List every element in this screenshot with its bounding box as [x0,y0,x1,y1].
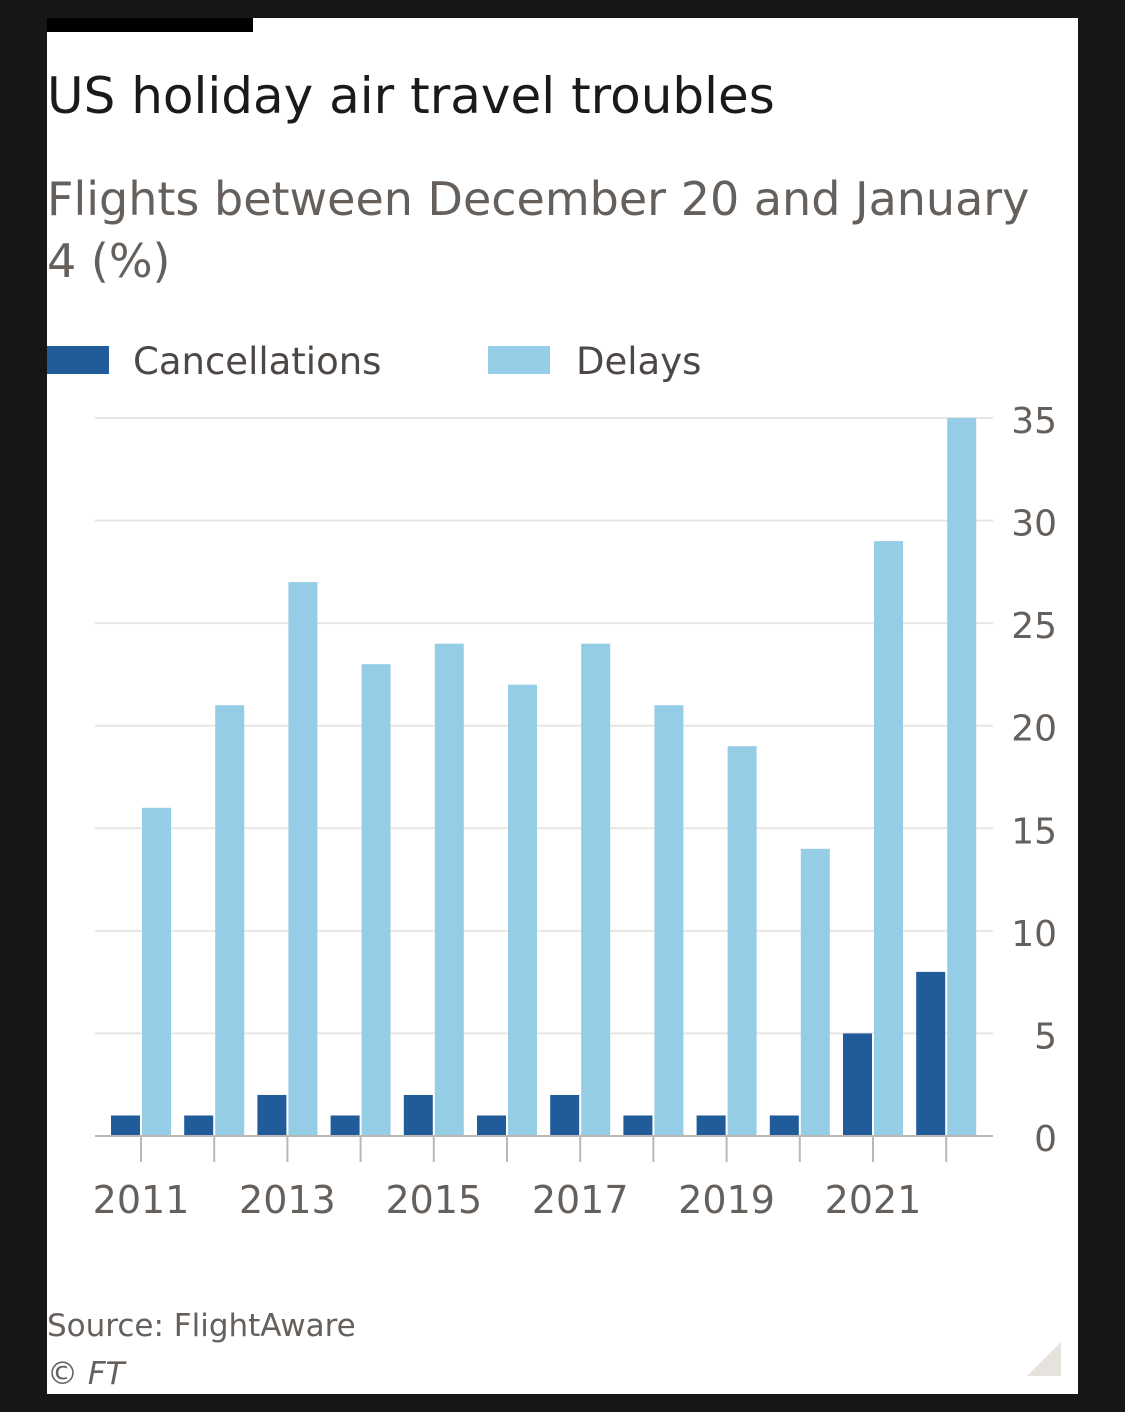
bar-cancellations [769,1115,799,1136]
bar-cancellations [257,1094,287,1136]
top-rule [47,18,253,32]
bar-delays [508,684,537,1136]
legend-swatch-delays [488,346,550,374]
bar-chart: 0 5 10 15 20 25 30 35 2011 2013 2015 2017 2019 2021 [93,401,1057,1222]
resize-corner-icon [1027,1342,1061,1376]
bar-cancellations [696,1115,726,1136]
bar-cancellations [477,1115,506,1136]
bar-delays [800,848,830,1136]
y-tick-label: 15 [1011,811,1057,852]
copyright-note: © FT [47,1356,125,1392]
y-tick-label: 30 [1011,504,1057,545]
bar-delays [434,643,464,1136]
legend-swatch-cancellations [47,346,109,374]
legend: Cancellations Delays [47,340,1047,390]
bar-cancellations [330,1115,360,1136]
bar-delays [142,807,171,1136]
chart-subtitle: Flights between December 20 and January … [47,172,1030,288]
x-tick-label: 2015 [385,1178,482,1222]
y-tick-label: 25 [1011,606,1057,647]
y-tick-label: 5 [1034,1016,1057,1057]
bar-cancellations [111,1115,140,1136]
legend-label-delays: Delays [576,340,702,383]
bar-delays [947,418,977,1136]
bar-cancellations [916,971,946,1136]
bar-cancellations [623,1115,653,1136]
x-tick-label: 2011 [93,1178,190,1222]
y-tick-label: 10 [1011,914,1057,955]
y-tick-label: 20 [1011,709,1057,750]
bar-cancellations [403,1094,433,1136]
chart-card: US holiday air travel troubles Flights b… [47,18,1078,1394]
source-note: Source: FlightAware [47,1308,356,1344]
bar-cancellations [843,1033,872,1136]
x-tick-label: 2021 [825,1178,922,1222]
y-tick-label: 35 [1011,401,1057,442]
legend-label-cancellations: Cancellations [133,340,382,383]
bar-delays [215,705,245,1136]
bar-delays [361,664,391,1136]
bar-delays [288,582,318,1136]
bar-cancellations [550,1094,580,1136]
bar-cancellations [184,1115,214,1136]
x-tick-label: 2017 [532,1178,629,1222]
bar-delays [654,705,684,1136]
bar-delays [581,643,611,1136]
bar-delays [874,541,903,1136]
y-tick-label: 0 [1034,1119,1057,1160]
x-tick-label: 2013 [239,1178,336,1222]
chart-title: US holiday air travel troubles [47,67,775,125]
bar-delays [727,746,757,1136]
x-tick-label: 2019 [678,1178,775,1222]
